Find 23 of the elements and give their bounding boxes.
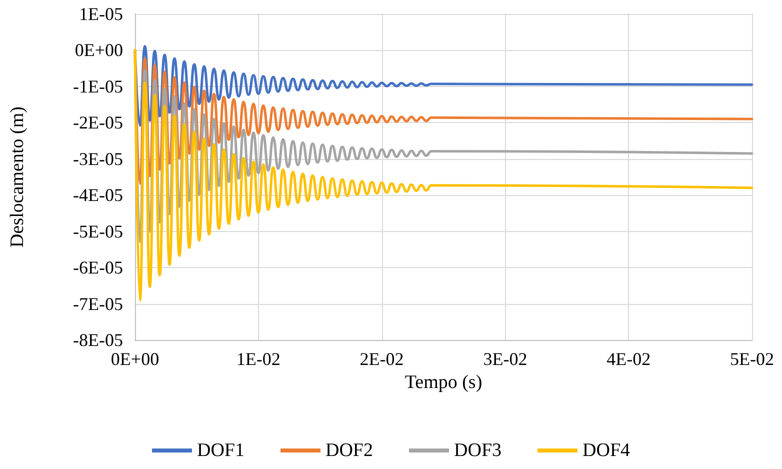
x-axis-title: Tempo (s)	[404, 372, 482, 393]
y-tick-label: -7E-05	[73, 294, 123, 314]
y-tick-label: -8E-05	[73, 330, 123, 350]
x-tick-label: 1E-02	[236, 349, 280, 369]
y-tick-label: -2E-05	[73, 112, 123, 133]
y-tick-label: 0E+00	[74, 40, 123, 60]
y-tick-label: 1E-05	[79, 4, 123, 24]
x-tick-label: 0E+00	[110, 349, 160, 369]
y-tick-label: -3E-05	[73, 148, 123, 169]
legend-label: DOF3	[454, 440, 502, 461]
x-tick-label: 2E-02	[360, 349, 404, 369]
line-series	[134, 48, 754, 302]
legend-label: DOF4	[582, 440, 631, 461]
legend-label: DOF1	[196, 440, 244, 461]
x-tick-label: 3E-02	[483, 349, 528, 369]
y-tick-label: -1E-05	[73, 76, 123, 96]
legend-label: DOF2	[325, 440, 374, 461]
y-tick-label: -5E-05	[73, 221, 123, 242]
y-tick-label: -6E-05	[73, 258, 123, 278]
x-tick-label: 5E-02	[730, 349, 774, 369]
y-axis-title: Deslocamento (m)	[7, 106, 28, 248]
y-tick-label: -4E-05	[73, 185, 123, 206]
x-tick-label: 4E-02	[606, 349, 651, 369]
